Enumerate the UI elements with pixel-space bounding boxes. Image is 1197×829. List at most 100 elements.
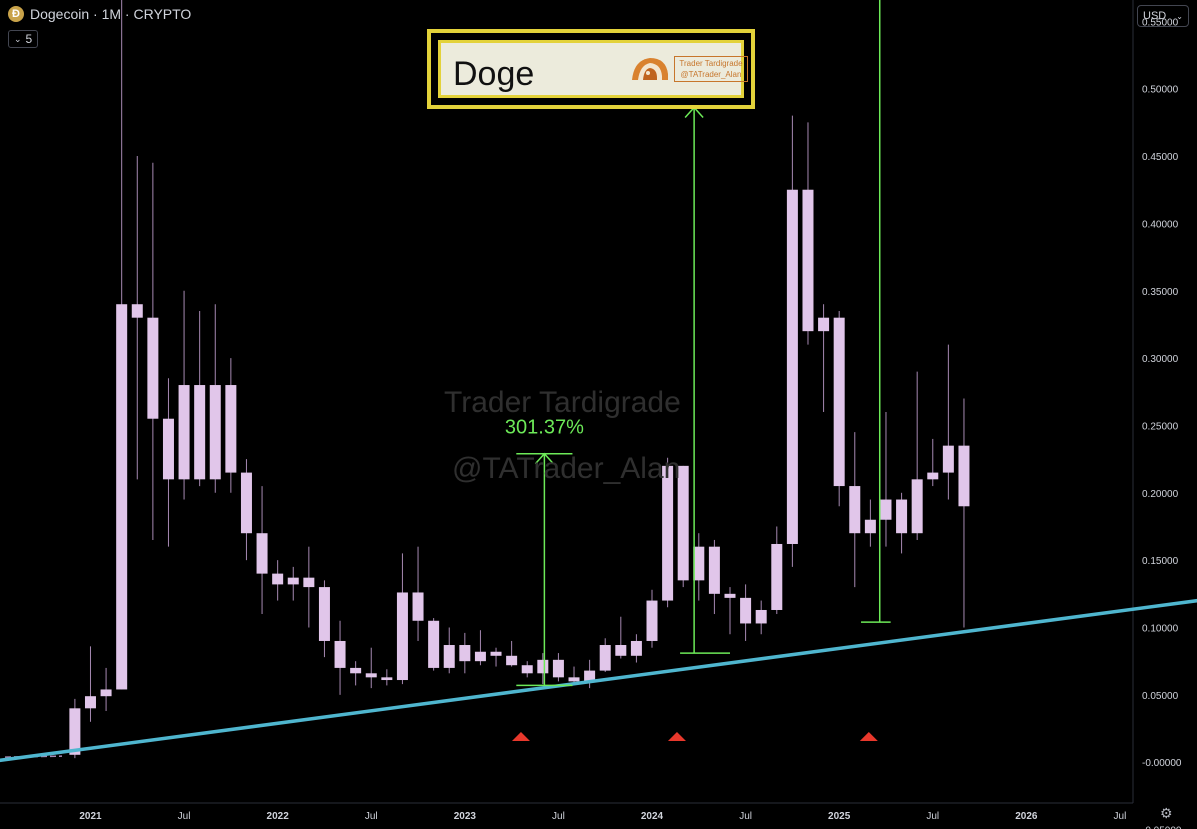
candle-body <box>849 486 861 534</box>
candle-body <box>100 689 112 697</box>
time-tick-label: 2022 <box>267 811 290 822</box>
price-tick-label: 0.55000 <box>1142 17 1179 28</box>
candle-body <box>755 609 767 624</box>
dogecoin-logo-icon: Ð <box>8 6 24 22</box>
candle-body <box>240 472 252 534</box>
candle-body <box>708 546 720 594</box>
candle-body <box>771 543 783 610</box>
candle-body <box>84 696 96 709</box>
time-tick-label: 2026 <box>1015 811 1038 822</box>
candle-body <box>474 651 486 662</box>
time-tick-label: 2021 <box>79 811 102 822</box>
price-tick-label: 0.25000 <box>1142 421 1179 432</box>
candle-body <box>256 533 268 574</box>
bottom-signal-marker <box>859 732 878 741</box>
bottom-signal-marker <box>667 732 686 741</box>
price-tick-label: 0.40000 <box>1142 219 1179 230</box>
candle-body <box>272 573 284 585</box>
time-tick-label: Jul <box>739 811 752 822</box>
price-tick-label: 0.15000 <box>1142 556 1179 567</box>
price-tick-label: 0.10000 <box>1142 624 1179 635</box>
candle-body <box>552 659 564 678</box>
candle-body <box>537 659 549 674</box>
tardigrade-logo-icon <box>632 58 668 80</box>
candle-body <box>396 592 408 681</box>
candle-body <box>864 519 876 534</box>
time-tick-label: Jul <box>552 811 565 822</box>
candle-body <box>942 445 954 473</box>
candle-body <box>412 592 424 621</box>
measure-percent-label: 301.37% <box>505 417 584 439</box>
candle-body <box>459 645 471 662</box>
chevron-down-icon: ⌄ <box>14 33 22 44</box>
candle-body <box>209 385 221 480</box>
candle-body <box>381 677 393 681</box>
candle-body <box>740 597 752 624</box>
candle-body <box>365 673 377 678</box>
time-tick-label: Jul <box>365 811 378 822</box>
candle-body <box>880 499 892 520</box>
candle-body <box>927 472 939 480</box>
candle-body <box>147 317 159 419</box>
time-tick-label: 2023 <box>454 811 477 822</box>
brand-name: Trader Tardigrade <box>679 59 743 68</box>
time-tick-label: Jul <box>178 811 191 822</box>
candle-body <box>131 304 143 318</box>
support-trendline <box>0 598 1197 763</box>
candle-body <box>506 655 518 666</box>
candle-body <box>615 645 627 656</box>
candle-body <box>521 665 533 674</box>
candle-body <box>911 479 923 534</box>
candle-body <box>287 577 299 585</box>
candle-body <box>802 189 814 332</box>
symbol-header: Ð Dogecoin · 1M · CRYPTO <box>8 6 191 22</box>
candle-body <box>630 640 642 656</box>
candle-body <box>833 317 845 487</box>
chart-title: Doge <box>453 55 535 93</box>
price-tick-label: -0.05000 <box>1142 826 1182 829</box>
candle-body <box>194 385 206 480</box>
candle-body <box>490 651 502 656</box>
candle-body <box>584 670 596 682</box>
measure-arrow-head <box>534 452 554 465</box>
candle-body <box>568 677 580 682</box>
candle-body <box>162 418 174 480</box>
candle-body <box>646 600 658 641</box>
price-tick-label: 0.05000 <box>1142 691 1179 702</box>
candle-body <box>677 465 689 581</box>
time-tick-label: Jul <box>926 811 939 822</box>
candle-body <box>958 445 970 507</box>
candle-body <box>786 189 798 544</box>
price-tick-label: -0.00000 <box>1142 758 1182 769</box>
candle-body <box>350 667 362 674</box>
candle-body <box>116 304 128 690</box>
currency-select[interactable]: USD ⌄ <box>1137 5 1189 27</box>
candle-body <box>443 645 455 668</box>
indicator-count: 5 <box>25 32 33 46</box>
candle-body <box>225 385 237 473</box>
watermark-name: Trader Tardigrade <box>444 386 681 419</box>
price-tick-label: 0.50000 <box>1142 85 1179 96</box>
gear-icon[interactable]: ⚙ <box>1160 805 1173 821</box>
currency-label: USD <box>1143 10 1167 22</box>
symbol-title[interactable]: Dogecoin · 1M · CRYPTO <box>30 6 192 22</box>
time-tick-label: Jul <box>1114 811 1127 822</box>
candle-body <box>599 645 611 671</box>
time-tick-label: 2024 <box>641 811 664 822</box>
price-tick-label: 0.30000 <box>1142 354 1179 365</box>
title-card-inner: Doge Trader Tardigrade @TATrader_Alan <box>438 40 748 98</box>
candle-body <box>318 587 330 641</box>
brand-tag: Trader Tardigrade @TATrader_Alan <box>674 56 748 82</box>
collapse-indicators-button[interactable]: ⌄ 5 <box>8 30 39 48</box>
candle-body <box>428 620 440 668</box>
candle-body <box>334 640 346 668</box>
price-tick-label: 0.45000 <box>1142 152 1179 163</box>
candle-body <box>896 499 908 534</box>
candle-body <box>662 465 674 601</box>
watermark-handle: @TATrader_Alan <box>452 452 681 485</box>
brand-handle: @TATrader_Alan <box>680 70 742 79</box>
title-card: Doge Trader Tardigrade @TATrader_Alan <box>427 29 755 109</box>
price-tick-label: 0.35000 <box>1142 287 1179 298</box>
chevron-down-icon: ⌄ <box>1176 11 1183 21</box>
